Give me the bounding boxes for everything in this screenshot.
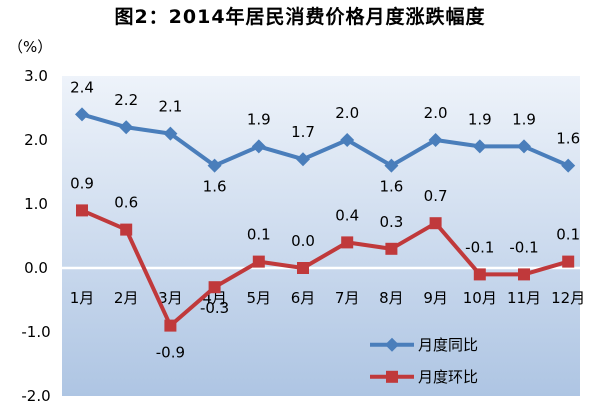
x-tick-label: 10月 <box>463 289 497 307</box>
data-label: 1.6 <box>379 178 403 196</box>
legend-label: 月度同比 <box>418 336 478 354</box>
y-tick-label: -2.0 <box>21 387 50 405</box>
data-label: 1.6 <box>556 130 580 148</box>
data-point <box>207 158 222 173</box>
x-tick-label: 7月 <box>335 289 360 307</box>
data-point <box>429 217 442 230</box>
y-tick-label: -1.0 <box>21 323 50 341</box>
data-label: 2.0 <box>335 104 359 122</box>
data-point <box>341 236 354 249</box>
data-point <box>472 139 487 154</box>
data-label: 2.4 <box>70 78 94 96</box>
data-point <box>340 133 355 147</box>
legend-marker <box>386 370 398 383</box>
x-tick-label: 2月 <box>114 289 139 307</box>
legend-label: 月度环比 <box>418 368 478 386</box>
data-point <box>252 255 265 268</box>
data-point <box>561 158 576 173</box>
data-label: 1.7 <box>291 123 315 141</box>
data-label: 2.0 <box>424 104 448 122</box>
x-tick-label: 12月 <box>551 289 585 307</box>
data-point <box>164 319 177 332</box>
y-tick-label: 2.0 <box>24 131 48 149</box>
data-label: 1.9 <box>468 110 492 128</box>
data-point <box>384 158 399 173</box>
data-point <box>163 126 178 141</box>
y-axis: 3.0 2.0 1.0 0.0 -1.0 -2.0 <box>21 67 50 405</box>
series-line <box>81 208 569 328</box>
data-label: 0.3 <box>379 213 403 231</box>
y-tick-label: 0.0 <box>24 259 48 277</box>
data-point <box>76 204 88 217</box>
data-point <box>208 281 221 294</box>
x-tick-label: 3月 <box>158 289 183 307</box>
data-point <box>296 152 310 167</box>
data-label: -0.1 <box>509 238 538 256</box>
data-label: -0.9 <box>156 344 185 362</box>
data-point <box>428 133 443 147</box>
x-tick-label: 5月 <box>247 289 272 307</box>
chart-title: 图2：2014年居民消费价格月度涨跌幅度 <box>114 6 486 28</box>
y-tick-label: 1.0 <box>24 195 48 213</box>
series-2: 0.9 0.6 -0.9 -0.3 0.1 0.0 0.4 0.3 0.7 -0.1 -0.1 0.1 <box>70 174 580 361</box>
legend-marker <box>385 337 399 352</box>
plot-area <box>62 76 580 396</box>
x-tick-label: 1月 <box>70 289 95 307</box>
y-axis-unit-label: （%） <box>8 38 52 56</box>
data-label: 2.1 <box>158 98 182 116</box>
x-tick-label: 11月 <box>507 289 541 307</box>
y-tick-label: 3.0 <box>24 67 48 85</box>
data-point <box>251 139 266 154</box>
x-tick-label: 8月 <box>379 289 404 307</box>
data-label: -0.3 <box>200 299 229 317</box>
data-point <box>119 120 134 135</box>
data-label: 1.9 <box>512 110 536 128</box>
data-label: 1.6 <box>203 178 227 196</box>
data-label: 0.4 <box>335 206 359 224</box>
x-tick-label: 9月 <box>423 289 448 307</box>
data-label: 0.6 <box>114 194 138 212</box>
data-label: 1.9 <box>247 110 271 128</box>
data-point <box>385 242 398 255</box>
data-point <box>297 262 309 274</box>
data-point <box>517 139 531 154</box>
x-axis: 1月 2月 3月 4月 5月 6月 7月 8月 9月 10月 11月 12月 <box>70 289 586 307</box>
data-point <box>562 255 575 268</box>
x-tick-label: 6月 <box>291 289 316 307</box>
data-point <box>120 223 133 236</box>
data-label: 0.1 <box>556 226 580 244</box>
data-point <box>518 268 530 281</box>
data-label: 2.2 <box>114 91 138 109</box>
series-layer: 2.42.2 2.11.61.91.72.01.62.0 1.9 1.91.60.90… <box>70 78 580 361</box>
data-label: 0.1 <box>247 226 271 244</box>
data-label: 0.0 <box>291 232 315 250</box>
data-point <box>75 107 89 122</box>
data-point <box>473 268 486 281</box>
series-1: 2.4 2.2 2.1 1.6 1.9 1.7 2.0 1.6 2.0 1.9 1.9 1.6 <box>70 78 580 195</box>
data-label: 0.7 <box>424 187 448 205</box>
data-label: 0.9 <box>70 174 94 192</box>
data-label: -0.1 <box>465 238 494 256</box>
series-line <box>81 112 569 168</box>
